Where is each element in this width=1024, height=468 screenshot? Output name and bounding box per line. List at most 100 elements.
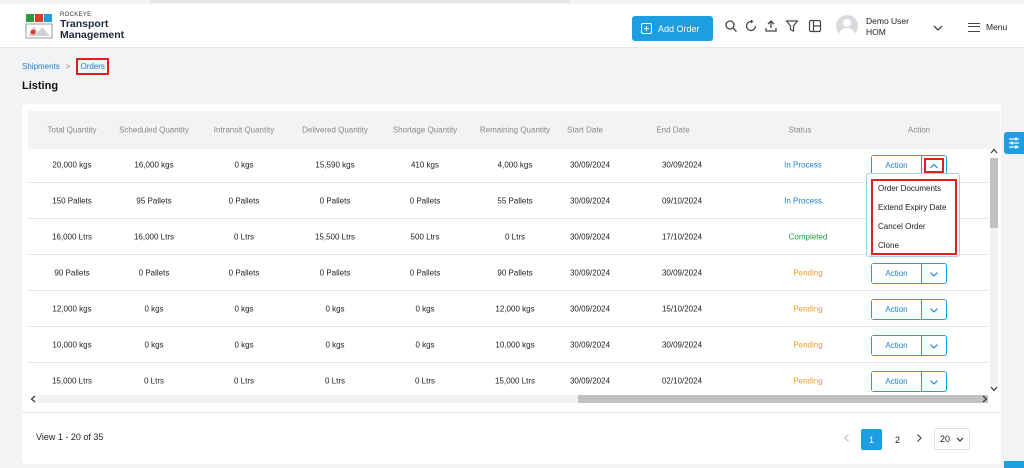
action-toggle[interactable]: [922, 372, 946, 391]
cell-total: 20,000 kgs: [52, 160, 92, 170]
filter-icon[interactable]: [785, 19, 799, 33]
cell-total: 16,000 Ltrs: [51, 232, 93, 242]
action-toggle[interactable]: [922, 264, 946, 283]
chevron-left-icon[interactable]: [842, 433, 852, 443]
cell-intransit: 0 Pallets: [228, 268, 260, 278]
layout-icon[interactable]: [808, 19, 822, 33]
table-header: Total Quantity Scheduled Quantity Intran…: [28, 111, 1000, 149]
orders-card: Total Quantity Scheduled Quantity Intran…: [22, 104, 1001, 464]
cell-shortage: 0 kgs: [415, 340, 435, 350]
menu-button[interactable]: Menu: [968, 22, 1007, 32]
scroll-down-icon[interactable]: [990, 386, 998, 392]
breadcrumb-orders[interactable]: Orders: [76, 58, 109, 75]
breadcrumb-shipments[interactable]: Shipments: [22, 62, 60, 71]
menu-item-extend-expiry[interactable]: Extend Expiry Date: [878, 203, 947, 212]
action-toggle[interactable]: [924, 158, 944, 173]
action-dropdown: Action: [871, 299, 947, 320]
page-button-2[interactable]: 2: [894, 434, 900, 445]
cell-start-date: 30/09/2024: [569, 268, 611, 278]
chevron-down-icon: [956, 437, 964, 442]
action-button[interactable]: Action: [872, 300, 922, 319]
cell-intransit: 0 Ltrs: [233, 376, 255, 386]
cell-remaining: 12,000 kgs: [495, 304, 535, 314]
col-end-date: End Date: [656, 125, 690, 135]
cell-end-date: 30/09/2024: [661, 268, 703, 278]
search-icon[interactable]: [724, 19, 738, 33]
hamburger-icon: [968, 22, 980, 32]
refresh-icon[interactable]: [744, 19, 758, 33]
scroll-left-icon[interactable]: [30, 395, 36, 403]
plus-icon: [641, 23, 652, 34]
cell-scheduled: 0 kgs: [144, 304, 164, 314]
status-badge: Pending: [793, 268, 823, 278]
action-button[interactable]: Action: [872, 336, 922, 355]
cell-delivered: 0 Pallets: [319, 268, 351, 278]
horizontal-scroll-track: [38, 395, 980, 403]
cell-shortage: 0 kgs: [415, 304, 435, 314]
cell-remaining: 15,000 Ltrs: [494, 376, 536, 386]
table-row: 16,000 Ltrs 16,000 Ltrs 0 Ltrs 15,500 Lt…: [28, 219, 988, 255]
user-role: HOM: [866, 27, 886, 38]
cell-total: 12,000 kgs: [52, 304, 92, 314]
horizontal-scroll-thumb[interactable]: [578, 395, 988, 403]
cell-start-date: 30/09/2024: [569, 340, 611, 350]
cell-end-date: 17/10/2024: [661, 232, 703, 242]
cell-intransit: 0 Ltrs: [233, 232, 255, 242]
chevron-down-icon[interactable]: [932, 24, 944, 32]
table-row: 15,000 Ltrs 0 Ltrs 0 Ltrs 0 Ltrs 0 Ltrs …: [28, 363, 988, 397]
vertical-scroll-track: [990, 158, 998, 384]
breadcrumb-separator: >: [65, 62, 71, 71]
cell-end-date: 15/10/2024: [661, 304, 703, 314]
upload-icon[interactable]: [764, 19, 778, 33]
status-badge: Pending: [793, 340, 823, 350]
user-info[interactable]: Demo User HOM: [866, 16, 909, 39]
cell-intransit: 0 kgs: [234, 304, 254, 314]
vertical-scrollbar[interactable]: [988, 148, 1000, 394]
action-dropdown: Action: [871, 263, 947, 284]
status-badge: In Process: [784, 196, 822, 206]
logo-icon: [24, 14, 53, 39]
settings-side-tab[interactable]: [1004, 132, 1024, 154]
cell-intransit: 0 kgs: [234, 160, 254, 170]
scroll-right-icon[interactable]: [982, 395, 988, 403]
menu-item-clone[interactable]: Clone: [878, 241, 899, 250]
page-button-1[interactable]: 1: [861, 429, 882, 450]
cell-scheduled: 16,000 kgs: [134, 160, 174, 170]
table-row: 90 Pallets 0 Pallets 0 Pallets 0 Pallets…: [28, 255, 988, 291]
cell-delivered: 0 kgs: [325, 304, 345, 314]
cell-shortage: 0 Pallets: [409, 196, 441, 206]
brand-name: ROCKEYE Transport Management: [60, 12, 124, 42]
table-row: 12,000 kgs 0 kgs 0 kgs 0 kgs 0 kgs 12,00…: [28, 291, 988, 327]
cell-scheduled: 0 kgs: [144, 340, 164, 350]
vertical-scroll-thumb[interactable]: [990, 158, 998, 228]
action-button[interactable]: Action: [872, 156, 922, 175]
col-remaining-quantity: Remaining Quantity: [479, 125, 551, 135]
cell-delivered: 0 Ltrs: [324, 376, 346, 386]
menu-item-order-documents[interactable]: Order Documents: [878, 184, 942, 193]
action-button[interactable]: Action: [872, 264, 922, 283]
action-toggle[interactable]: [922, 300, 946, 319]
per-page-select[interactable]: 20: [934, 428, 970, 450]
action-button[interactable]: Action: [872, 372, 922, 391]
cell-total: 15,000 Ltrs: [51, 376, 93, 386]
status-badge: Pending: [793, 376, 823, 386]
cell-total: 150 Pallets: [52, 196, 92, 206]
cell-remaining: 55 Pallets: [497, 196, 533, 206]
menu-label: Menu: [986, 22, 1008, 32]
menu-item-cancel-order[interactable]: Cancel Order: [878, 222, 926, 231]
cell-shortage: 0 Pallets: [409, 268, 441, 278]
chevron-right-icon[interactable]: [914, 433, 924, 443]
cell-scheduled: 95 Pallets: [136, 196, 172, 206]
horizontal-scrollbar[interactable]: [28, 393, 990, 405]
add-order-button[interactable]: Add Order: [632, 16, 713, 41]
cell-remaining: 4,000 kgs: [497, 160, 533, 170]
scroll-up-icon[interactable]: [990, 148, 998, 154]
action-toggle[interactable]: [922, 336, 946, 355]
cell-delivered: 15,590 kgs: [315, 160, 355, 170]
cell-shortage: 410 kgs: [410, 160, 440, 170]
cell-intransit: 0 kgs: [234, 340, 254, 350]
table-row: 150 Pallets 95 Pallets 0 Pallets 0 Palle…: [28, 183, 988, 219]
cell-start-date: 30/09/2024: [569, 196, 611, 206]
status-badge: Pending: [793, 304, 823, 314]
avatar[interactable]: [836, 15, 858, 37]
